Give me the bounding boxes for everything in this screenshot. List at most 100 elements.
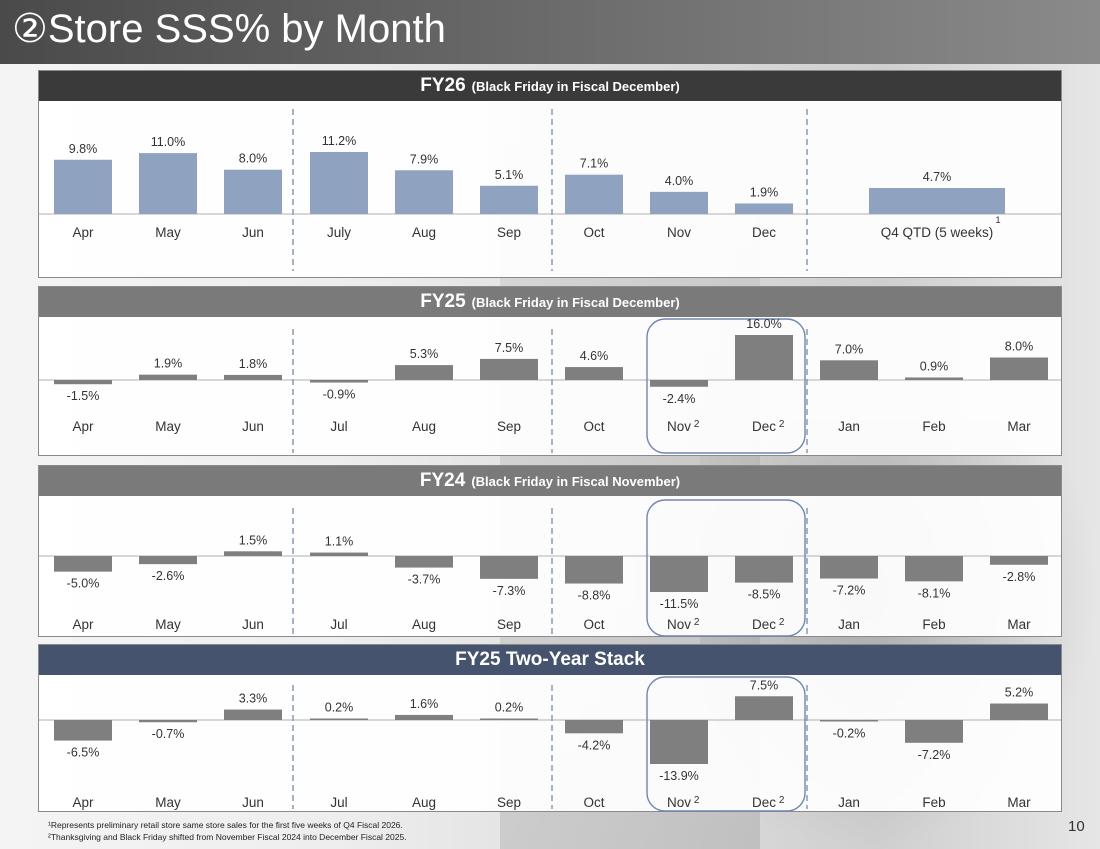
fy24-bar-dec [735, 556, 793, 583]
fy24-bar-sep [480, 556, 538, 579]
fy24-value-label: 1.1% [325, 535, 354, 549]
fy25-category-label: Dec [752, 419, 776, 434]
stack-panel: FY25 Two-Year Stack -6.5% Apr -0.7% May 3.3%… [38, 644, 1062, 812]
fy26-bar-apr [54, 159, 112, 214]
stack-header: FY25 Two-Year Stack [39, 645, 1061, 675]
stack-category-label: May [155, 795, 181, 810]
fy24-superscript: 2 [779, 617, 785, 628]
fy26-bar-sep [480, 185, 538, 214]
title-bar: ②Store SSS% by Month [0, 0, 1100, 64]
stack-highlight-box [646, 676, 806, 812]
stack-category-label: Feb [922, 795, 945, 810]
fy25-value-label: -1.5% [67, 389, 100, 403]
fy25-category-label: Nov [667, 419, 691, 434]
stack-category-label: Jan [838, 795, 860, 810]
fy24-category-label: Jun [242, 617, 264, 632]
fy25-category-label: Oct [583, 419, 604, 434]
fy25-title: FY25 [420, 291, 466, 312]
fy24-bar-apr [54, 556, 112, 572]
fy26-bar-dec [735, 203, 793, 214]
stack-bar-jan [820, 720, 878, 722]
fy25-header: FY25 (Black Friday in Fiscal December) [39, 287, 1061, 317]
fy25-category-label: Jul [330, 419, 347, 434]
fy24-chart: -5.0% Apr -2.6% May 1.5% Jun 1.1% Jul -3.7% Aug -7… [39, 499, 1061, 637]
fy25-bar-oct [565, 367, 623, 380]
fy24-category-label: Jan [838, 617, 860, 632]
fy25-bar-jan [820, 360, 878, 380]
fy24-value-label: -8.1% [918, 586, 951, 600]
fy25-value-label: -2.4% [663, 392, 696, 406]
stack-category-label: Aug [412, 795, 436, 810]
fy24-bar-jun [224, 551, 282, 556]
fy24-bar-oct [565, 556, 623, 584]
stack-category-label: Nov [667, 795, 691, 810]
stack-bar-may [139, 720, 197, 723]
fy26-value-label: 11.2% [322, 134, 357, 148]
stack-bar-sep [480, 718, 538, 720]
fy24-superscript: 2 [694, 617, 700, 628]
fy26-superscript: 1 [995, 215, 1000, 226]
footnote-2: ²Thanksgiving and Black Friday shifted f… [48, 832, 407, 842]
fy26-header: FY26 (Black Friday in Fiscal December) [39, 71, 1061, 101]
fy26-bar-jun [224, 169, 282, 214]
stack-value-label: 0.2% [325, 701, 354, 715]
fy24-bar-nov [650, 556, 708, 592]
stack-bar-aug [395, 714, 453, 720]
fy26-title: FY26 [420, 75, 466, 96]
fy25-value-label: 7.5% [495, 341, 524, 355]
fy26-category-label: Apr [72, 225, 94, 240]
stack-category-label: Sep [497, 795, 521, 810]
fy24-category-label: Sep [497, 617, 521, 632]
fy25-value-label: 5.3% [410, 347, 439, 361]
fy24-value-label: -7.3% [493, 584, 526, 598]
fy25-value-label: 1.9% [154, 357, 183, 371]
fy25-bar-mar [990, 357, 1048, 380]
fy25-bar-nov [650, 380, 708, 387]
fy26-value-label: 9.8% [69, 142, 98, 156]
fy25-value-label: 8.0% [1005, 340, 1034, 354]
fy24-bar-aug [395, 556, 453, 568]
fy24-value-label: -2.6% [152, 569, 185, 583]
fy26-category-label: Aug [412, 225, 436, 240]
fy25-category-label: Mar [1007, 419, 1031, 434]
stack-value-label: -4.2% [578, 738, 611, 752]
fy25-value-label: 1.8% [239, 357, 268, 371]
fy25-value-label: -0.9% [323, 388, 356, 402]
fy24-bar-mar [990, 556, 1048, 565]
fy25-value-label: 16.0% [746, 317, 781, 331]
fy25-value-label: 0.9% [920, 359, 949, 373]
fy25-subtitle: (Black Friday in Fiscal December) [471, 295, 680, 310]
stack-value-label: -0.7% [152, 727, 185, 741]
fy26-value-label: 7.9% [410, 152, 439, 166]
fy26-value-label: 4.7% [923, 170, 952, 184]
fy26-value-label: 8.0% [239, 152, 268, 166]
fy25-bar-sep [480, 358, 538, 380]
fy25-bar-may [139, 374, 197, 380]
stack-category-label: Oct [583, 795, 604, 810]
fy24-value-label: -11.5% [660, 597, 699, 611]
fy26-category-label: Nov [667, 225, 691, 240]
fy25-category-label: Feb [922, 419, 945, 434]
fy24-category-label: Feb [922, 617, 945, 632]
fy25-bar-feb [905, 377, 963, 380]
page-title: ②Store SSS% by Month [12, 7, 446, 51]
fy26-category-label: July [327, 225, 351, 240]
footnote-1: ¹Represents preliminary retail store sam… [48, 820, 403, 830]
fy25-category-label: Jan [838, 419, 860, 434]
fy26-bar-aug [395, 170, 453, 214]
fy26-category-label: Dec [752, 225, 776, 240]
stack-value-label: -6.5% [67, 746, 100, 760]
fy24-category-label: Dec [752, 617, 776, 632]
fy26-bar-q4-qtd-5-weeks- [869, 187, 1005, 214]
fy24-category-label: May [155, 617, 181, 632]
stack-value-label: 7.5% [750, 678, 779, 692]
fy26-value-label: 1.9% [750, 185, 779, 199]
fy24-header: FY24 (Black Friday in Fiscal November) [39, 466, 1061, 496]
stack-value-label: 0.2% [495, 701, 524, 715]
fy26-value-label: 4.0% [665, 174, 694, 188]
stack-bar-dec [735, 696, 793, 720]
fy26-bar-oct [565, 174, 623, 214]
page-number: 10 [1068, 818, 1085, 835]
fy24-value-label: -2.8% [1003, 570, 1036, 584]
fy24-bar-jan [820, 556, 878, 579]
